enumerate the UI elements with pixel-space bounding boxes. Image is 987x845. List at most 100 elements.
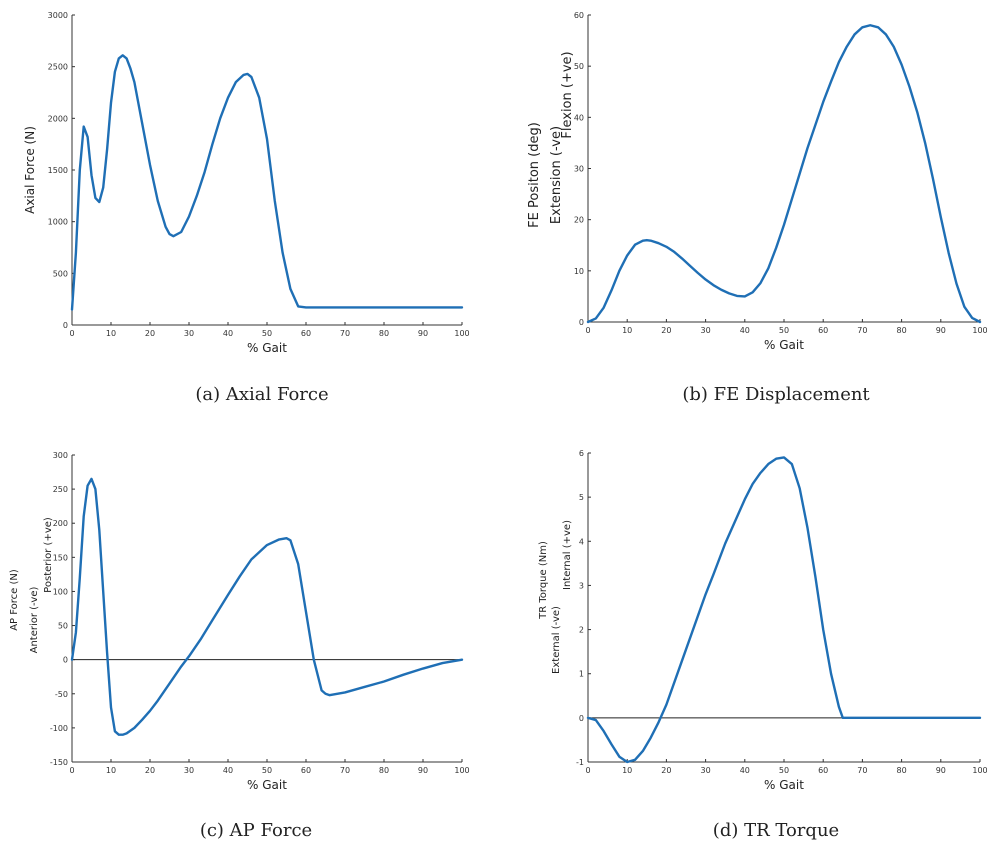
x-tick-label: 60: [818, 326, 828, 335]
y-tick-label: 20: [574, 216, 584, 225]
x-tick-label: 0: [69, 766, 74, 775]
y-tick-label: 50: [58, 622, 68, 631]
y-tick-label: 1000: [48, 218, 68, 227]
y-tick-label: 60: [574, 11, 584, 20]
y-axis-label: FE Positon (deg): [527, 122, 542, 228]
x-tick-label: 80: [379, 766, 389, 775]
figure-caption: (a) Axial Force: [195, 384, 328, 405]
x-tick-label: 20: [661, 766, 671, 775]
figure-caption: (d) TR Torque: [713, 820, 839, 841]
y-axis-label: Extension (-ve): [549, 126, 564, 224]
y-tick-label: 2000: [48, 114, 68, 123]
x-tick-label: 90: [418, 329, 428, 338]
x-tick-label: 100: [454, 766, 469, 775]
x-tick-label: 100: [972, 766, 987, 775]
y-axis-label: TR Torque (Nm): [538, 541, 549, 620]
x-axis-label: % Gait: [764, 338, 804, 352]
y-tick-label: -1: [576, 758, 584, 767]
y-tick-label: 150: [53, 553, 68, 562]
series-line: [586, 456, 982, 764]
y-tick-label: 0: [579, 714, 584, 723]
y-tick-label: 500: [53, 269, 68, 278]
y-tick-label: 0: [579, 318, 584, 327]
series-line: [586, 24, 982, 324]
x-tick-label: 40: [223, 766, 233, 775]
y-tick-label: -50: [55, 690, 68, 699]
y-tick-label: 3: [579, 581, 584, 590]
figure-caption: (c) AP Force: [200, 820, 312, 841]
x-tick-label: 40: [740, 766, 750, 775]
x-tick-label: 10: [622, 766, 632, 775]
x-tick-label: 40: [740, 326, 750, 335]
y-tick-label: 10: [574, 267, 584, 276]
x-tick-label: 0: [585, 326, 590, 335]
y-tick-label: 3000: [48, 11, 68, 20]
x-tick-label: 70: [857, 326, 867, 335]
series-line: [70, 477, 464, 736]
x-tick-label: 20: [145, 766, 155, 775]
x-tick-label: 20: [145, 329, 155, 338]
x-tick-label: 30: [184, 766, 194, 775]
panel-ap-force: 0 10 20 30 40 50 60 70 80 90 100 -150 -100 -50 0 50 100 1…: [9, 451, 470, 841]
x-tick-label: 60: [301, 329, 311, 338]
x-tick-label: 50: [262, 766, 272, 775]
series-line: [70, 54, 464, 311]
y-tick-label: 5: [579, 493, 584, 502]
y-axis-label: Internal (+ve): [562, 520, 573, 590]
y-tick-label: 2: [579, 626, 584, 635]
y-tick-label: 1500: [48, 166, 68, 175]
y-tick-label: 1: [579, 670, 584, 679]
y-tick-label: 0: [63, 321, 68, 330]
y-tick-label: 50: [574, 62, 584, 71]
y-tick-label: 200: [53, 519, 68, 528]
figure-caption: (b) FE Displacement: [682, 384, 870, 405]
panel-axial-force: 0 10 20 30 40 50 60 70 80 90 100050010001500200025…: [23, 11, 470, 405]
x-tick-label: 60: [818, 766, 828, 775]
y-tick-label: 2500: [48, 63, 68, 72]
y-tick-label: 250: [53, 485, 68, 494]
y-tick-label: 100: [53, 587, 68, 596]
x-tick-label: 30: [701, 326, 711, 335]
x-tick-label: 0: [69, 329, 74, 338]
y-axis-label: AP Force (N): [9, 569, 20, 631]
x-axis-label: % Gait: [247, 341, 287, 355]
x-tick-label: 50: [262, 329, 272, 338]
y-tick-label: 300: [53, 451, 68, 460]
x-tick-label: 50: [779, 766, 789, 775]
x-axis-label: % Gait: [764, 778, 804, 792]
x-tick-label: 30: [184, 329, 194, 338]
x-tick-label: 80: [897, 326, 907, 335]
y-axis-label: Flexion (+ve): [560, 51, 575, 138]
y-tick-label: -100: [50, 724, 68, 733]
x-tick-label: 100: [972, 326, 987, 335]
x-tick-label: 0: [585, 766, 590, 775]
panel-fe-displacement: 0 10 20 30 40 50 60 70 80 90 100 0 10 20 30 40 50 60 % Gai…: [527, 11, 987, 405]
y-tick-label: 30: [574, 165, 584, 174]
y-axis-label: Axial Force (N): [23, 126, 37, 214]
x-tick-label: 10: [106, 766, 116, 775]
x-axis-label: % Gait: [247, 778, 287, 792]
x-tick-label: 50: [779, 326, 789, 335]
y-axis-label: Anterior (-ve): [29, 587, 40, 654]
x-tick-label: 10: [106, 329, 116, 338]
x-tick-label: 90: [418, 766, 428, 775]
x-tick-label: 40: [223, 329, 233, 338]
x-tick-label: 30: [701, 766, 711, 775]
x-tick-label: 10: [622, 326, 632, 335]
x-tick-label: 80: [379, 329, 389, 338]
x-tick-label: 60: [301, 766, 311, 775]
y-tick-label: 4: [579, 537, 584, 546]
y-axis-label: Posterior (+ve): [43, 517, 54, 593]
x-tick-label: 70: [340, 766, 350, 775]
y-tick-label: 6: [579, 449, 584, 458]
y-tick-label: -150: [50, 758, 68, 767]
y-tick-label: 40: [574, 113, 584, 122]
x-tick-label: 90: [936, 766, 946, 775]
x-tick-label: 70: [857, 766, 867, 775]
x-tick-label: 20: [661, 326, 671, 335]
x-tick-label: 90: [936, 326, 946, 335]
y-tick-label: 0: [63, 656, 68, 665]
x-tick-label: 70: [340, 329, 350, 338]
